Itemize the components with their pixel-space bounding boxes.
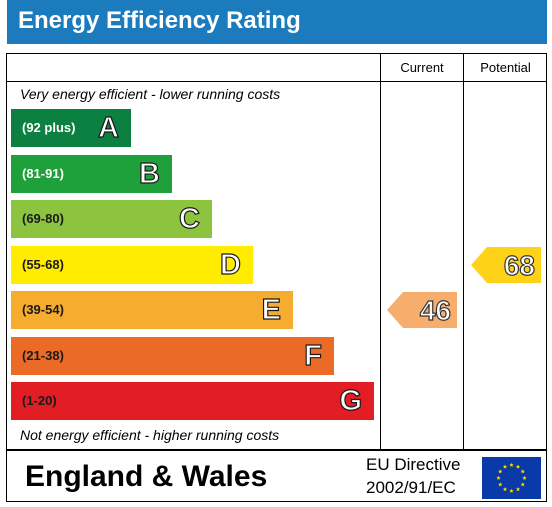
band-range-label: (39-54) (22, 302, 64, 317)
chart-frame (6, 53, 547, 450)
band-e: (39-54) E (11, 291, 293, 329)
current-rating-value: 46 (419, 294, 451, 326)
band-letter: B (138, 157, 160, 190)
eu-star (498, 482, 503, 487)
band-range-label: (55-68) (22, 257, 64, 272)
footer-region: England & Wales (25, 460, 268, 493)
band-letter: F (304, 339, 323, 372)
band-range-label: (92 plus) (22, 120, 76, 135)
header-divider (6, 81, 547, 82)
eu-star (509, 462, 514, 467)
band-a: (92 plus) A (11, 109, 131, 147)
current-column-divider (380, 53, 381, 450)
band-letter: D (219, 248, 241, 281)
current-rating-marker: 46 (387, 292, 457, 328)
directive-line-2: 2002/91/EC (366, 478, 456, 497)
current-rating-arrow (387, 292, 457, 328)
band-range-label: (1-20) (22, 393, 57, 408)
band-c: (69-80) C (11, 200, 212, 238)
eu-star (515, 486, 521, 492)
footer (6, 450, 547, 502)
current-column-header: Current (400, 60, 444, 75)
inefficient-note: Not energy efficient - higher running co… (20, 427, 280, 443)
eu-star (522, 475, 527, 480)
band-range-label: (81-91) (22, 166, 64, 181)
eu-star (515, 464, 521, 469)
directive-line-1: EU Directive (366, 455, 461, 474)
potential-rating-value: 68 (503, 249, 535, 281)
band-letter: A (97, 111, 119, 144)
band-letter: C (178, 202, 200, 235)
eu-star (498, 469, 503, 474)
band-g: (1-20) G (11, 382, 374, 420)
band-b: (81-91) B (11, 155, 172, 193)
band-f: (21-38) F (11, 337, 334, 375)
efficient-note: Very energy efficient - lower running co… (20, 86, 281, 102)
eu-flag-icon (482, 457, 541, 499)
potential-rating-arrow (471, 247, 541, 283)
eu-star (502, 486, 508, 492)
eu-star (520, 482, 525, 487)
band-range-label: (21-38) (22, 348, 64, 363)
eu-star (520, 469, 525, 474)
potential-column-divider (463, 53, 464, 450)
potential-rating-marker: 68 (471, 247, 541, 283)
eu-star (502, 464, 508, 469)
page-title: Energy Efficiency Rating (7, 0, 547, 44)
eu-star (496, 475, 501, 480)
potential-column-header: Potential (480, 60, 531, 75)
footer-directive: EU Directive 2002/91/EC (366, 453, 478, 499)
band-range-label: (69-80) (22, 211, 64, 226)
eu-star (509, 488, 514, 493)
band-letter: G (339, 384, 363, 417)
band-d: (55-68) D (11, 246, 253, 284)
band-letter: E (261, 293, 282, 326)
